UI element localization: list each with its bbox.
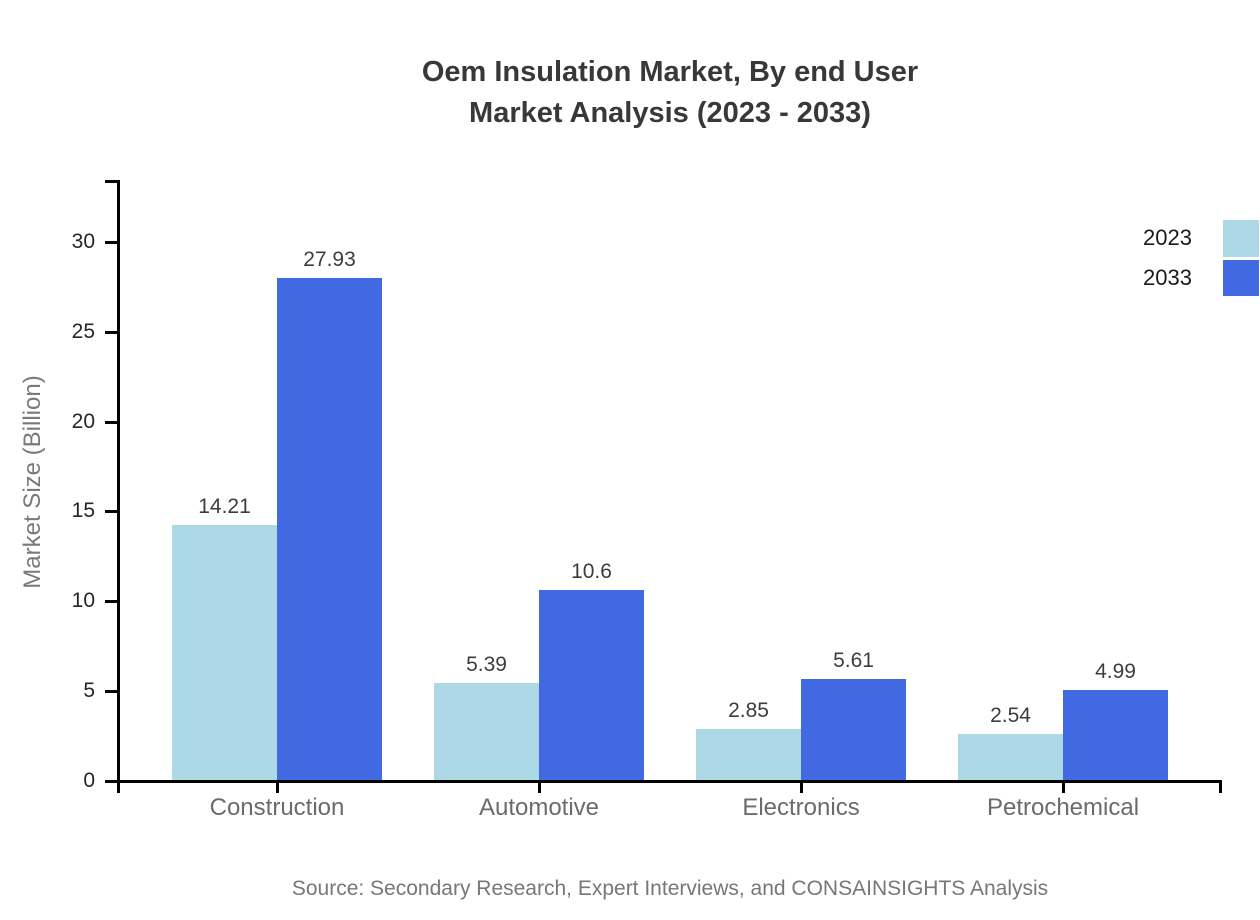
source-note: Source: Secondary Research, Expert Inter…: [291, 877, 1049, 900]
chart-title: Oem Insulation Market, By end User Marke…: [90, 52, 1250, 134]
y-tick-label: 25: [71, 320, 95, 343]
category-label: Electronics: [742, 794, 860, 821]
y-tick: [105, 780, 117, 783]
bar-2023-electronics: [696, 729, 801, 780]
bar-value-label: 2.54: [990, 704, 1031, 727]
x-axis-left-end-tick: [117, 783, 120, 793]
bar-value-label: 5.61: [833, 649, 874, 672]
y-tick: [105, 421, 117, 424]
bar-2023-construction: [172, 525, 277, 780]
y-tick: [105, 690, 117, 693]
x-category-tick: [1062, 783, 1065, 793]
y-axis-endcap-tick: [105, 180, 117, 183]
bar-value-label: 4.99: [1095, 660, 1136, 683]
legend-swatch-2023: [1223, 220, 1259, 257]
x-category-tick: [538, 783, 541, 793]
category-label: Petrochemical: [986, 794, 1140, 821]
y-tick-label: 10: [71, 589, 95, 612]
bar-2033-construction: [277, 278, 382, 780]
y-tick: [105, 331, 117, 334]
legend-swatch-2033: [1223, 260, 1259, 296]
bar-value-label: 5.39: [466, 653, 507, 676]
y-tick-label: 0: [83, 769, 95, 792]
x-category-tick: [276, 783, 279, 793]
y-tick: [105, 241, 117, 244]
chart-title-line-2: Market Analysis (2023 - 2033): [469, 97, 871, 129]
y-tick: [105, 600, 117, 603]
bar-value-label: 2.85: [728, 699, 769, 722]
bar-2033-electronics: [801, 679, 906, 780]
y-axis-label: Market Size (Billion): [19, 375, 46, 589]
x-axis-right-end-tick: [1219, 783, 1222, 793]
y-tick-label: 30: [71, 230, 95, 253]
x-axis-spine: [117, 780, 1222, 783]
bar-value-label: 10.6: [571, 560, 612, 583]
bar-2033-petrochemical: [1063, 690, 1168, 780]
legend-label-2033: 2033: [1143, 265, 1192, 290]
bar-2023-automotive: [434, 683, 539, 780]
bar-value-label: 27.93: [303, 248, 356, 271]
x-category-tick: [800, 783, 803, 793]
bar-value-label: 14.21: [198, 495, 251, 518]
bar-2033-automotive: [539, 590, 644, 780]
legend-label-2023: 2023: [1143, 225, 1192, 250]
y-tick-label: 20: [71, 410, 95, 433]
y-axis-spine: [117, 180, 120, 783]
category-label: Construction: [209, 794, 345, 821]
chart-title-line-1: Oem Insulation Market, By end User: [421, 56, 919, 88]
y-tick: [105, 510, 117, 513]
bar-2023-petrochemical: [958, 734, 1063, 780]
y-tick-label: 15: [71, 499, 95, 522]
y-tick-label: 5: [83, 679, 95, 702]
category-label: Automotive: [478, 794, 600, 821]
